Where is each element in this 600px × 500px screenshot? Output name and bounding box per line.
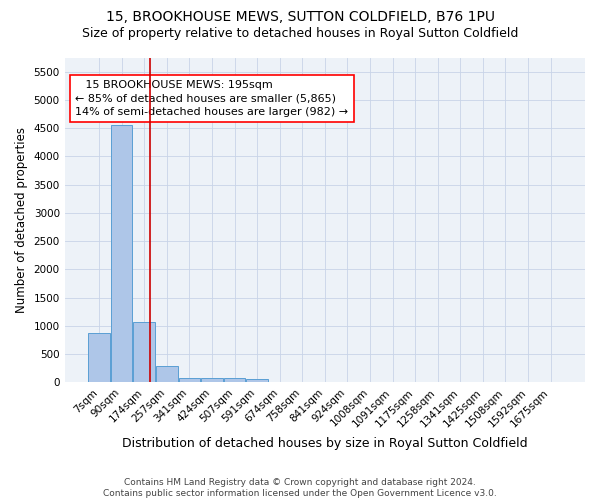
Bar (201, 378, 223, 382)
Bar (88, 332, 110, 382)
Bar (247, 380, 268, 382)
X-axis label: Distribution of detached houses by size in Royal Sutton Coldfield: Distribution of detached houses by size … (122, 437, 527, 450)
Text: 15 BROOKHOUSE MEWS: 195sqm
← 85% of detached houses are smaller (5,865)
14% of s: 15 BROOKHOUSE MEWS: 195sqm ← 85% of deta… (75, 80, 348, 116)
Text: Contains HM Land Registry data © Crown copyright and database right 2024.
Contai: Contains HM Land Registry data © Crown c… (103, 478, 497, 498)
Text: Size of property relative to detached houses in Royal Sutton Coldfield: Size of property relative to detached ho… (82, 28, 518, 40)
Bar (179, 378, 200, 382)
Y-axis label: Number of detached properties: Number of detached properties (15, 127, 28, 313)
Bar (156, 366, 178, 382)
Bar (133, 322, 155, 382)
Bar (111, 124, 133, 382)
Bar (224, 378, 245, 382)
Text: 15, BROOKHOUSE MEWS, SUTTON COLDFIELD, B76 1PU: 15, BROOKHOUSE MEWS, SUTTON COLDFIELD, B… (106, 10, 494, 24)
